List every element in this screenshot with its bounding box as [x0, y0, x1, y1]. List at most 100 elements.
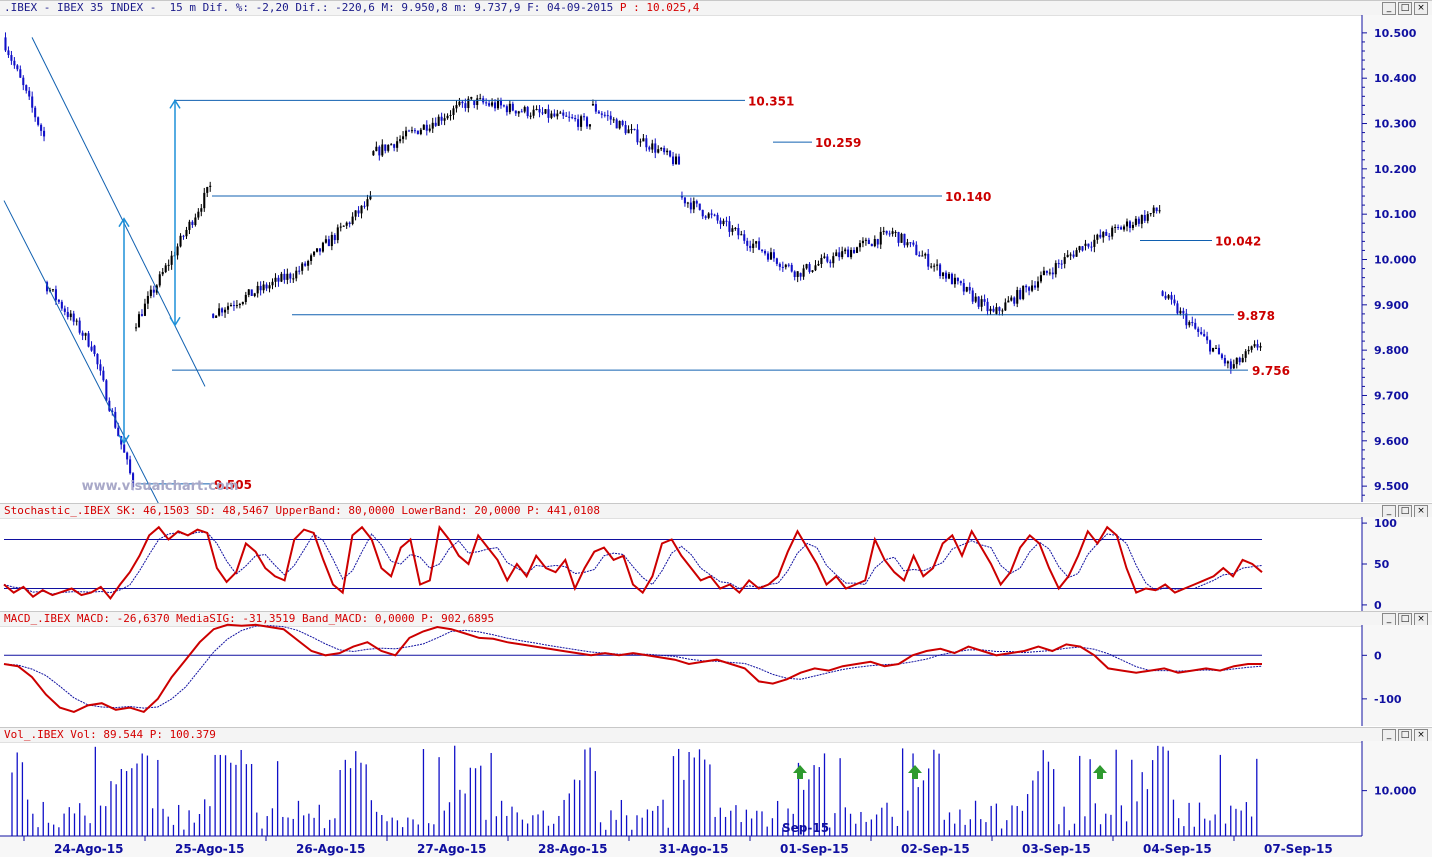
candle-body [781, 266, 784, 268]
price-tick-label: 10.000 [1374, 254, 1417, 267]
candle-body [683, 197, 686, 204]
candle-body [416, 130, 419, 135]
candle-body [731, 228, 734, 232]
macd-tick-label: -100 [1374, 693, 1402, 706]
candle-body [672, 156, 675, 165]
candle-body [838, 252, 841, 258]
candle-body [72, 313, 75, 322]
candle-body [1033, 285, 1037, 288]
level-label: 10.351 [748, 94, 794, 108]
candle-body [1001, 310, 1004, 312]
candle-body [393, 144, 396, 148]
price-chart[interactable]: 10.500 10.400 10.300 10.200 10.100 10.000 9.90… [0, 0, 1432, 503]
measure-arrow-right-tail [169, 316, 181, 327]
candle-body [1152, 207, 1155, 214]
candle-body [1182, 310, 1185, 314]
candle-body [158, 274, 161, 286]
candle-body [1256, 344, 1259, 348]
candle-body [93, 345, 96, 354]
candle-body [152, 289, 155, 293]
candle-body [790, 264, 793, 272]
candle-body [989, 308, 992, 312]
measure-arrow-right-head [169, 98, 181, 109]
candle-body [1235, 357, 1238, 365]
candle-body [310, 255, 313, 262]
close-button[interactable]: × [1414, 2, 1428, 15]
candle-body [861, 240, 864, 244]
candle-body [1108, 235, 1111, 237]
volume-panel: Vol_.IBEX Vol: 89.544 P: 100.379 _ □ × 1… [0, 727, 1432, 857]
candle-body [808, 264, 811, 272]
candle-body [22, 77, 25, 86]
candle-body [422, 124, 425, 130]
candle-body [1099, 234, 1102, 238]
candle-body [1063, 257, 1066, 264]
macd-panel: MACD_.IBEX MACD: -26,6370 MediaSIG: -31,… [0, 611, 1432, 728]
candle-body [99, 364, 102, 371]
candle-body [315, 248, 319, 252]
price-tick-label: 9.600 [1374, 435, 1409, 448]
candle-body [517, 111, 520, 114]
stoch-sk-line [3, 524, 1263, 601]
candle-body [660, 147, 663, 150]
date-tick-label: 01-Sep-15 [780, 842, 849, 856]
date-tick-label: 04-Sep-15 [1143, 842, 1212, 856]
minimize-button[interactable]: _ [1382, 2, 1396, 15]
candle-body [841, 251, 844, 258]
candle-body [758, 241, 761, 250]
candle-body [235, 305, 238, 307]
candle-body [651, 143, 654, 150]
candle-body [247, 289, 250, 295]
candle-body [146, 295, 149, 304]
candle-body [850, 249, 853, 258]
candle-body [197, 211, 200, 218]
candle-body [1128, 221, 1132, 228]
candle-body [802, 268, 805, 277]
candle-body [959, 281, 962, 284]
minimize-button[interactable]: _ [1382, 613, 1396, 626]
vol-tick-label: 10.000 [1374, 785, 1417, 798]
candle-body [182, 235, 185, 237]
candle-body [194, 217, 197, 225]
candle-body [446, 115, 449, 119]
candle-body [704, 216, 707, 218]
candle-body [360, 205, 363, 214]
date-tick-label: 25-Ago-15 [175, 842, 244, 856]
candle-body [897, 232, 900, 243]
candle-body [1197, 328, 1200, 332]
candle-body [1220, 354, 1223, 358]
candle-body [69, 313, 72, 318]
candle-body [387, 144, 390, 151]
candle-body [250, 289, 253, 296]
candle-body [900, 233, 903, 243]
candle-body [1096, 234, 1099, 240]
candle-body [327, 239, 330, 247]
candle-body [553, 113, 556, 117]
candle-body [268, 285, 271, 289]
candle-body [740, 234, 743, 236]
candle-body [286, 273, 289, 280]
volume-chart[interactable]: 10.000 Sep-15 24-Ago-15 25-Ago-15 26-Ago-15 2… [0, 727, 1432, 857]
candle-body [719, 220, 722, 225]
date-tick-label: 27-Ago-15 [417, 842, 486, 856]
candle-body [488, 103, 491, 106]
candle-body [873, 239, 876, 247]
candle-body [832, 256, 835, 264]
candle-body [526, 107, 529, 117]
candle-body [1084, 243, 1087, 246]
macd-chart[interactable]: 0 -100 [0, 611, 1432, 728]
candle-body [722, 220, 725, 225]
candle-body [1102, 231, 1105, 238]
candle-body [511, 103, 514, 111]
candle-body [78, 320, 81, 333]
watermark: www.visualchart.com [82, 479, 239, 494]
candle-body [4, 37, 7, 51]
candle-body [1081, 246, 1084, 251]
candle-body [894, 232, 897, 234]
candle-body [769, 252, 773, 260]
candle-body [772, 252, 775, 259]
candle-body [778, 263, 781, 267]
stochastic-chart[interactable]: 100 50 0 [0, 503, 1432, 614]
candle-body [734, 227, 737, 229]
maximize-button[interactable]: □ [1398, 2, 1412, 15]
